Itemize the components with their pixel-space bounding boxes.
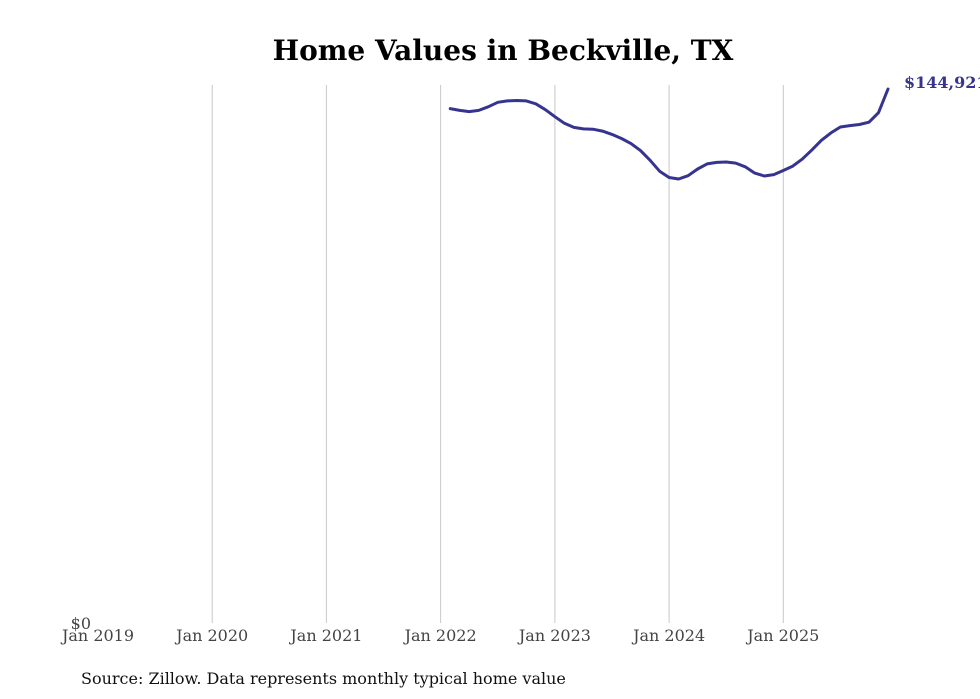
x-tick-label-2022: Jan 2022 <box>403 626 477 645</box>
x-tick-label-2021: Jan 2021 <box>288 626 362 645</box>
source-note: Source: Zillow. Data represents monthly … <box>81 669 566 688</box>
x-tick-label-2025: Jan 2025 <box>745 626 819 645</box>
chart-title: Home Values in Beckville, TX <box>273 34 734 67</box>
end-value-label: $144,921 <box>904 73 980 92</box>
y-tick-label-zero: $0 <box>71 614 91 633</box>
x-tick-label-2020: Jan 2020 <box>174 626 248 645</box>
x-tick-label-2023: Jan 2023 <box>517 626 591 645</box>
series-line-home-value <box>448 87 890 181</box>
x-axis-ticks: Jan 2019 Jan 2020 Jan 2021 Jan 2022 Jan 2023… <box>60 626 819 645</box>
x-tick-label-2024: Jan 2024 <box>631 626 705 645</box>
gridlines <box>211 85 784 623</box>
x-tick-label-2019: Jan 2019 <box>60 626 134 645</box>
